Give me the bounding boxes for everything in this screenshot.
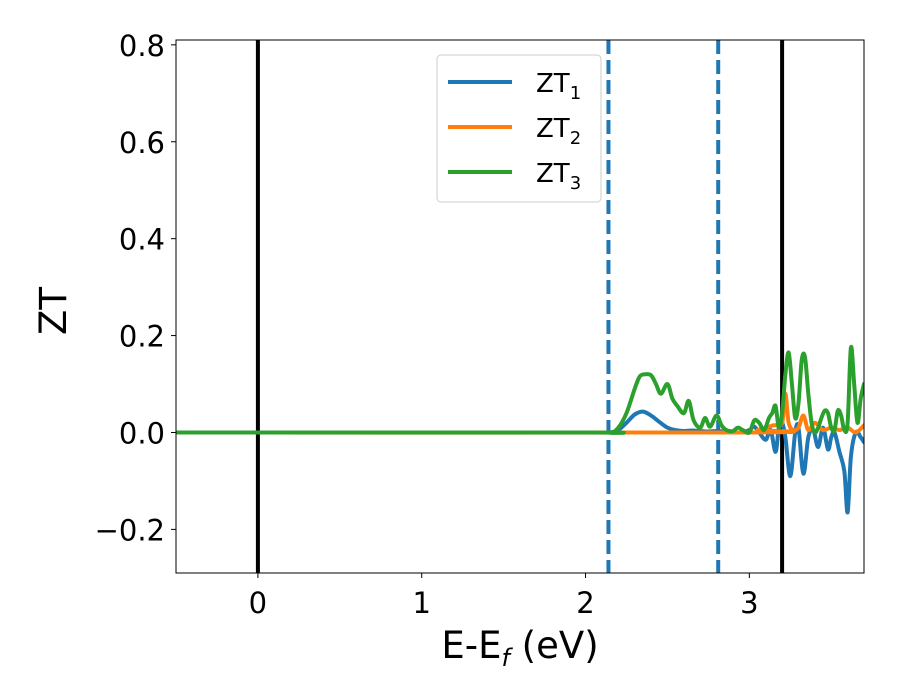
y-axis: −0.2 0.0 0.2 0.4 0.6 0.8 [95,29,176,547]
x-tick-label: 0 [249,586,267,620]
x-tick-label: 2 [576,586,594,620]
series-line-1 [176,409,864,515]
plot-frame [175,39,865,574]
y-tick-label: 0.2 [119,320,165,354]
x-axis-label: E-Ef (eV) [441,624,598,672]
x-tick-label: 1 [412,586,430,620]
series-line-3 [176,344,864,435]
x-axis: 0 1 2 3 [249,573,759,620]
legend: ZT1 ZT2 ZT3 [436,54,602,203]
legend-label: ZT1 [536,69,581,104]
y-axis-label: ZT [32,287,75,335]
x-tick-label: 3 [740,586,758,620]
reference-lines [255,40,785,573]
y-tick-label: −0.2 [95,513,165,547]
legend-label: ZT2 [536,114,581,149]
series-layer [176,344,864,515]
legend-box [436,54,602,203]
legend-label: ZT3 [536,159,581,194]
y-tick-label: 0.0 [119,416,165,450]
y-tick-label: 0.8 [119,29,165,63]
y-tick-label: 0.4 [119,223,165,257]
y-tick-label: 0.6 [119,126,165,160]
